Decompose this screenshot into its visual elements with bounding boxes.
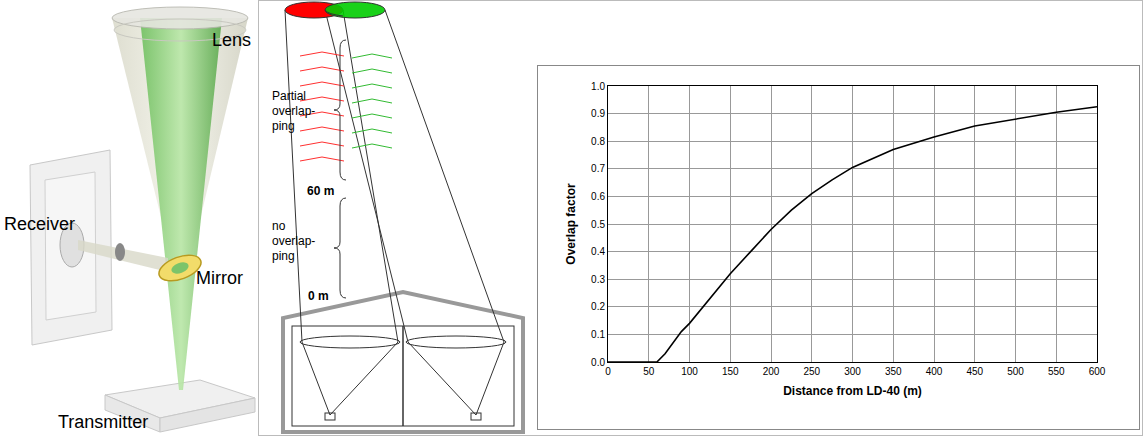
svg-text:50: 50 — [643, 366, 655, 377]
svg-text:0.3: 0.3 — [591, 274, 605, 285]
svg-text:100: 100 — [681, 366, 698, 377]
svg-text:0.0: 0.0 — [591, 357, 605, 368]
svg-text:60 m: 60 m — [307, 184, 334, 198]
svg-text:0.5: 0.5 — [591, 219, 605, 230]
svg-text:Partial: Partial — [272, 89, 306, 103]
svg-text:0 m: 0 m — [308, 289, 329, 303]
svg-text:Receiver: Receiver — [4, 214, 75, 234]
svg-text:0.7: 0.7 — [591, 163, 605, 174]
svg-text:200: 200 — [763, 366, 780, 377]
svg-text:0.6: 0.6 — [591, 191, 605, 202]
svg-text:450: 450 — [966, 366, 983, 377]
svg-text:0.9: 0.9 — [591, 108, 605, 119]
svg-text:350: 350 — [885, 366, 902, 377]
svg-text:Lens: Lens — [212, 30, 251, 50]
svg-text:Distance from LD-40 (m): Distance from LD-40 (m) — [783, 384, 922, 398]
svg-text:1.0: 1.0 — [591, 81, 605, 92]
svg-text:400: 400 — [926, 366, 943, 377]
svg-text:0: 0 — [605, 366, 611, 377]
svg-text:overlap-: overlap- — [272, 104, 315, 118]
svg-text:150: 150 — [722, 366, 739, 377]
svg-text:600: 600 — [1089, 366, 1106, 377]
svg-text:250: 250 — [803, 366, 820, 377]
svg-text:0.1: 0.1 — [591, 329, 605, 340]
svg-text:Transmitter: Transmitter — [58, 412, 148, 432]
svg-text:500: 500 — [1007, 366, 1024, 377]
svg-text:Overlap factor: Overlap factor — [564, 183, 578, 265]
svg-text:300: 300 — [844, 366, 861, 377]
svg-text:overlap-: overlap- — [272, 234, 315, 248]
svg-text:0.8: 0.8 — [591, 136, 605, 147]
svg-text:550: 550 — [1048, 366, 1065, 377]
svg-text:0.2: 0.2 — [591, 301, 605, 312]
svg-text:ping: ping — [272, 119, 295, 133]
svg-text:no: no — [272, 219, 286, 233]
svg-text:ping: ping — [272, 249, 295, 263]
svg-text:Mirror: Mirror — [196, 268, 243, 288]
svg-text:0.4: 0.4 — [591, 246, 605, 257]
